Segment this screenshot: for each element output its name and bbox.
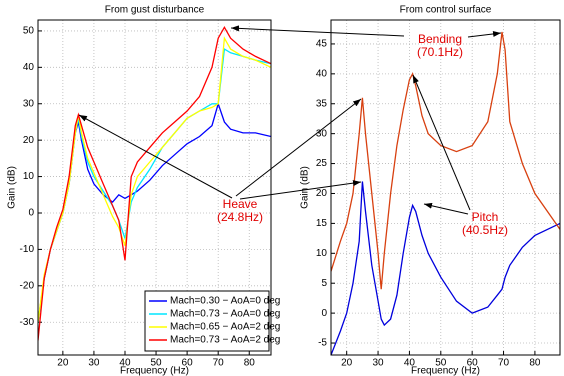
annotation-label: Bending <box>418 32 462 46</box>
annotation-frequency: (70.1Hz) <box>417 45 463 59</box>
annotation-frequency: (40.5Hz) <box>462 223 508 237</box>
annotation-frequency: (24.8Hz) <box>217 210 263 224</box>
y-tick-label: 35 <box>316 98 328 109</box>
y-tick-label: 20 <box>23 135 35 146</box>
x-tick-label: 80 <box>529 358 541 369</box>
y-tick-label: 50 <box>23 26 35 37</box>
y-tick-label: 30 <box>23 98 35 109</box>
y-axis-label: Gain (dB) <box>7 166 18 209</box>
y-tick-label: 25 <box>316 158 328 169</box>
x-tick-label: 70 <box>498 358 510 369</box>
legend-label: Mach=0.73 − AoA=0 deg <box>170 309 280 320</box>
y-tick-label: 15 <box>316 218 328 229</box>
legend-label: Mach=0.65 − AoA=2 deg <box>170 322 280 333</box>
legend-label: Mach=0.30 − AoA=0 deg <box>170 296 280 307</box>
x-tick-label: 30 <box>372 358 384 369</box>
y-tick-label: 0 <box>321 308 327 319</box>
y-tick-label: 5 <box>321 278 327 289</box>
y-tick-label: -20 <box>20 280 35 291</box>
y-tick-label: 40 <box>316 68 328 79</box>
x-tick-label: 80 <box>244 358 256 369</box>
x-tick-label: 70 <box>213 358 225 369</box>
plot-area <box>331 20 560 355</box>
y-tick-label: -10 <box>20 244 35 255</box>
annotation-label: Pitch <box>472 210 499 224</box>
y-tick-label: 10 <box>316 248 328 259</box>
y-tick-label: 45 <box>316 39 328 50</box>
x-tick-label: 20 <box>341 358 353 369</box>
x-axis-label: Frequency (Hz) <box>120 366 189 376</box>
x-tick-label: 20 <box>57 358 69 369</box>
chart-title: From control surface <box>400 5 492 16</box>
figure: 20304050607080-30-20-1001020304050From g… <box>0 0 564 376</box>
y-tick-label: 0 <box>28 208 34 219</box>
y-tick-label: -5 <box>318 338 327 349</box>
y-tick-label: 20 <box>316 188 328 199</box>
y-tick-label: 40 <box>23 62 35 73</box>
y-tick-label: 10 <box>23 171 35 182</box>
y-tick-label: -30 <box>20 317 35 328</box>
legend-label: Mach=0.73 − AoA=2 deg <box>170 335 280 346</box>
chart-title: From gust disturbance <box>105 5 205 16</box>
x-tick-label: 30 <box>88 358 100 369</box>
y-axis-label: Gain (dB) <box>300 166 311 209</box>
x-axis-label: Frequency (Hz) <box>411 366 480 376</box>
annotation-label: Heave <box>223 197 258 211</box>
